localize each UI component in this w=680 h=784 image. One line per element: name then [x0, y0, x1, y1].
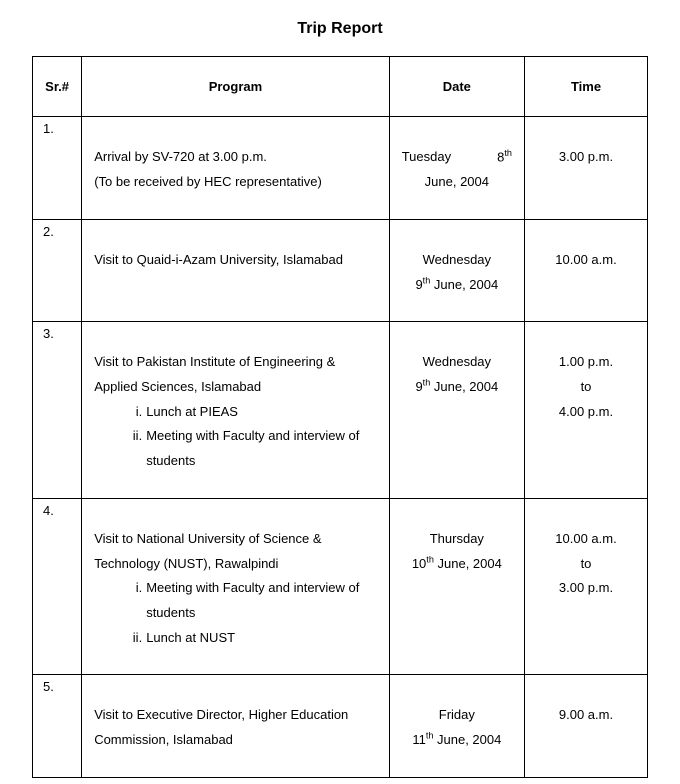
sub-item: i.Meeting with Faculty and interview of …	[122, 576, 379, 625]
page-title: Trip Report	[32, 20, 648, 38]
table-row: 2. Visit to Quaid-i-Azam University, Isl…	[33, 219, 648, 322]
time-cell: 10.00 a.m.	[524, 219, 647, 322]
program-cell: Visit to National University of Science …	[82, 498, 390, 674]
time-line: 9.00 a.m.	[559, 707, 613, 722]
table-row: 4. Visit to National University of Scien…	[33, 498, 648, 674]
col-header-time: Time	[524, 57, 647, 117]
time-line: 4.00 p.m.	[559, 404, 613, 419]
time-cell: 3.00 p.m.	[524, 117, 647, 220]
sub-list: i. Lunch at PIEAS ii.Meeting with Faculty…	[94, 400, 379, 474]
time-line: to	[533, 552, 639, 577]
sub-item: ii.Meeting with Faculty and interview of…	[122, 424, 379, 473]
time-line: 3.00 p.m.	[559, 580, 613, 595]
time-cell: 10.00 a.m. to 3.00 p.m.	[524, 498, 647, 674]
col-header-sr: Sr.#	[33, 57, 82, 117]
table-row: 1. Arrival by SV-720 at 3.00 p.m. (To be…	[33, 117, 648, 220]
roman-numeral: i.	[122, 400, 142, 425]
time-line: 3.00 p.m.	[559, 149, 613, 164]
date-line: Thursday	[398, 527, 516, 552]
sr-cell: 1.	[33, 117, 82, 220]
program-line: Visit to Quaid-i-Azam University, Islama…	[94, 252, 343, 267]
date-line: 9th June, 2004	[415, 277, 498, 292]
program-line: Arrival by SV-720 at 3.00 p.m.	[94, 149, 267, 164]
date-line: Wednesday	[398, 350, 516, 375]
table-header-row: Sr.# Program Date Time	[33, 57, 648, 117]
sub-item-text: Lunch at PIEAS	[146, 404, 238, 419]
sub-list: i.Meeting with Faculty and interview of …	[94, 576, 379, 650]
trip-report-table: Sr.# Program Date Time 1. Arrival by SV-…	[32, 56, 648, 778]
sr-cell: 4.	[33, 498, 82, 674]
date-cell: Wednesday 9th June, 2004	[389, 322, 524, 498]
date-cell: Wednesday 9th June, 2004	[389, 219, 524, 322]
sr-cell: 3.	[33, 322, 82, 498]
roman-numeral: ii.	[122, 424, 142, 449]
date-line: Wednesday	[398, 248, 516, 273]
time-line: 10.00 a.m.	[555, 252, 616, 267]
date-line: 11th June, 2004	[412, 732, 501, 747]
sub-item-text: Meeting with Faculty and interview of st…	[146, 428, 359, 468]
sub-item: i. Lunch at PIEAS	[122, 400, 379, 425]
time-line: 1.00 p.m.	[533, 350, 639, 375]
sub-item-text: Lunch at NUST	[146, 630, 235, 645]
sub-item-text: Meeting with Faculty and interview of st…	[146, 580, 359, 620]
roman-numeral: i.	[122, 576, 142, 601]
date-num: 8th	[497, 145, 512, 170]
time-cell: 9.00 a.m.	[524, 675, 647, 778]
date-cell: Friday 11th June, 2004	[389, 675, 524, 778]
table-row: 5. Visit to Executive Director, Higher E…	[33, 675, 648, 778]
program-cell: Visit to Pakistan Institute of Engineeri…	[82, 322, 390, 498]
date-line: 10th June, 2004	[412, 556, 502, 571]
program-cell: Arrival by SV-720 at 3.00 p.m. (To be re…	[82, 117, 390, 220]
program-line: (To be received by HEC representative)	[94, 174, 322, 189]
sr-cell: 5.	[33, 675, 82, 778]
time-cell: 1.00 p.m. to 4.00 p.m.	[524, 322, 647, 498]
col-header-program: Program	[82, 57, 390, 117]
date-cell: Tuesday 8th June, 2004	[389, 117, 524, 220]
date-cell: Thursday 10th June, 2004	[389, 498, 524, 674]
date-line: Friday	[398, 703, 516, 728]
table-row: 3. Visit to Pakistan Institute of Engine…	[33, 322, 648, 498]
date-day: Tuesday	[402, 145, 451, 170]
program-cell: Visit to Executive Director, Higher Educ…	[82, 675, 390, 778]
date-line: Tuesday 8th	[398, 145, 516, 170]
program-line: Visit to Pakistan Institute of Engineeri…	[94, 354, 335, 394]
col-header-date: Date	[389, 57, 524, 117]
time-line: to	[533, 375, 639, 400]
program-line: Visit to Executive Director, Higher Educ…	[94, 707, 348, 747]
sub-item: ii. Lunch at NUST	[122, 626, 379, 651]
sr-cell: 2.	[33, 219, 82, 322]
date-line: 9th June, 2004	[415, 379, 498, 394]
roman-numeral: ii.	[122, 626, 142, 651]
time-line: 10.00 a.m.	[533, 527, 639, 552]
program-line: Visit to National University of Science …	[94, 531, 321, 571]
date-line: June, 2004	[425, 174, 489, 189]
program-cell: Visit to Quaid-i-Azam University, Islama…	[82, 219, 390, 322]
